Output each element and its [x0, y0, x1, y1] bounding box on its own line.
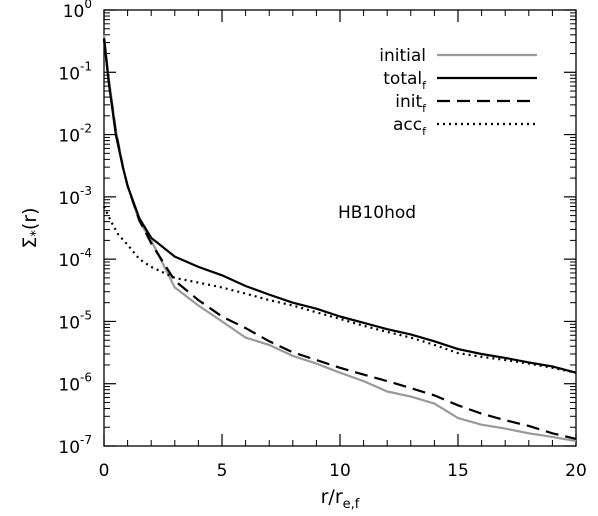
- y-tick-label: 10-7: [58, 433, 92, 458]
- y-tick-label: 100: [63, 0, 92, 22]
- y-tick-label: 10-5: [58, 308, 92, 333]
- legend-label-main: acc: [393, 115, 422, 135]
- y-tick-exponent: 0: [84, 0, 92, 11]
- y-tick-base: 10: [58, 376, 80, 396]
- minor-ticks: [104, 10, 576, 446]
- y-tick-exponent: -2: [80, 122, 92, 136]
- x-axis-label: r/re,f: [321, 486, 360, 512]
- y-tick-exponent: -6: [80, 371, 92, 385]
- y-tick-base: 10: [58, 251, 80, 271]
- y-tick-base: 10: [58, 438, 80, 458]
- y-tick-base: 10: [58, 189, 80, 209]
- series-line-acc: [103, 206, 577, 374]
- x-axis-ticks: 0 5 10 15 20: [99, 10, 587, 481]
- x-axis-label-main: r/r: [321, 486, 343, 508]
- y-tick-label: 10-2: [58, 122, 92, 147]
- y-tick-label: 10-1: [58, 59, 92, 84]
- legend-label: initf: [395, 92, 427, 115]
- series-line-initial: [102, 34, 577, 443]
- legend-label: accf: [393, 115, 427, 138]
- legend-label-subscript: f: [422, 102, 427, 115]
- x-tick-label: 0: [99, 461, 110, 481]
- y-tick-label: 10-6: [58, 371, 92, 396]
- x-tick-label: 5: [217, 461, 228, 481]
- y-tick-exponent: -7: [80, 433, 92, 447]
- y-tick-exponent: -5: [80, 308, 92, 322]
- y-tick-base: 10: [58, 127, 80, 147]
- y-axis-label-main: Σ: [19, 237, 41, 249]
- legend-label-subscript: f: [422, 79, 427, 92]
- y-tick-base: 10: [58, 313, 80, 333]
- annotation-label: HB10hod: [338, 203, 416, 223]
- y-tick-label: 10-3: [58, 184, 92, 209]
- x-tick-label: 10: [329, 461, 351, 481]
- legend-label-subscript: f: [422, 125, 427, 138]
- y-tick-exponent: -1: [80, 59, 92, 73]
- y-axis-label: Σ*(r): [19, 207, 44, 248]
- legend-label: totalf: [383, 69, 427, 92]
- y-tick-label: 10-4: [58, 246, 92, 271]
- series-line-init: [102, 38, 577, 440]
- y-tick-base: 10: [58, 64, 80, 84]
- legend-label-main: total: [383, 69, 422, 89]
- y-tick-base: 10: [63, 2, 85, 22]
- plot-frame: [103, 9, 577, 447]
- x-tick-label: 20: [565, 461, 587, 481]
- y-tick-exponent: -4: [80, 246, 92, 260]
- x-tick-label: 15: [447, 461, 469, 481]
- series-layer: [102, 34, 577, 443]
- legend-label-main: initial: [379, 46, 426, 66]
- y-tick-exponent: -3: [80, 184, 92, 198]
- x-axis-label-subscript: e,f: [343, 497, 360, 512]
- legend-label-main: init: [395, 92, 422, 112]
- y-axis-label-subscript: *: [29, 230, 44, 237]
- legend-label: initial: [379, 46, 426, 66]
- y-axis-label-suffix: (r): [19, 207, 41, 230]
